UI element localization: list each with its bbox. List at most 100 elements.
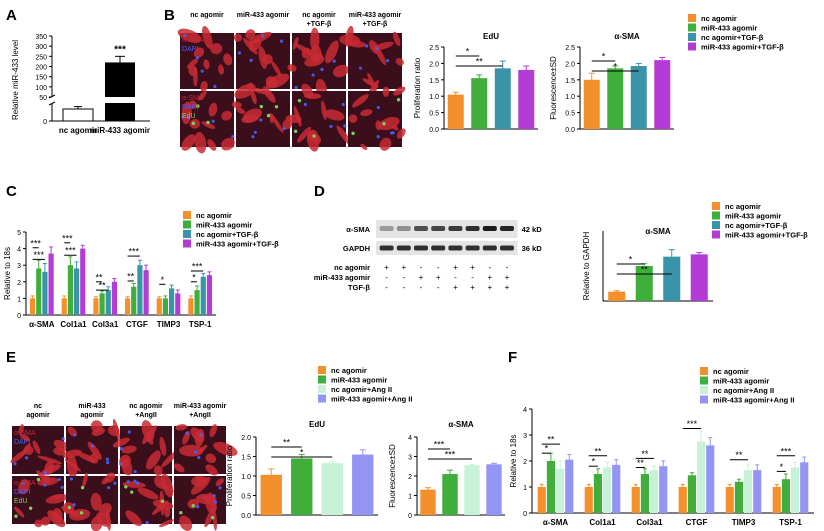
nucleus-dot — [72, 503, 76, 507]
condition-sign: - — [488, 263, 491, 272]
cell-shape — [271, 61, 282, 77]
y-axis-label: Relative to 18s — [3, 247, 12, 300]
cell-shape — [336, 125, 352, 146]
nucleus-dot — [90, 444, 95, 448]
cell-shape — [215, 478, 224, 487]
cell-shape — [360, 143, 368, 151]
y-tick-label: 0 — [523, 511, 527, 518]
condition-sign: + — [487, 273, 492, 282]
bar — [608, 291, 626, 301]
nucleus-dot — [358, 66, 363, 70]
y-tick-label: 1.0 — [241, 474, 251, 481]
column-header-line: miR-433 agomir — [174, 403, 227, 410]
panel-b-edu-chart: 0.0 0.5 1.0 1.5 2.0 2.5 Proliferation ratio EdU… — [413, 32, 538, 134]
cell-shape — [76, 451, 98, 464]
condition-sign: + — [436, 273, 441, 282]
condition-sign: + — [419, 273, 424, 282]
chart-title: α-SMA — [614, 32, 640, 41]
edu-dot — [191, 121, 196, 126]
cell-shape — [121, 445, 137, 454]
condition-sign: - — [420, 283, 423, 292]
nucleus-dot — [183, 34, 187, 38]
bar — [753, 470, 762, 513]
legend-swatch — [183, 239, 191, 248]
significance-label: * — [613, 62, 617, 72]
y-tick-label: 0.0 — [429, 127, 439, 134]
bar — [800, 462, 809, 513]
condition-sign: - — [454, 273, 457, 282]
nucleus-dot — [197, 455, 201, 460]
nucleus-dot — [43, 483, 47, 487]
cell-shape — [159, 482, 174, 493]
cell-shape — [42, 475, 51, 484]
x-category-label: Col1a1 — [589, 518, 616, 527]
legend-label: miR-433 agomir — [725, 212, 781, 221]
cell-shape — [262, 54, 273, 65]
cell-shape — [179, 444, 204, 457]
blot-band — [414, 226, 428, 231]
x-category-label: TSP-1 — [779, 518, 802, 527]
cell-shape — [101, 477, 109, 485]
column-header-line: nc — [34, 403, 42, 410]
bar — [612, 464, 621, 513]
legend-label: miR-433 agomir — [701, 24, 757, 33]
edu-dot — [312, 134, 316, 138]
condition-label: miR-433 agomir — [314, 273, 370, 282]
legend-swatch — [700, 395, 708, 404]
y-tick-label: 1 — [17, 296, 21, 303]
bar — [603, 467, 612, 513]
column-header-line: nc agomir — [129, 403, 163, 410]
legend-swatch — [688, 23, 696, 32]
bar — [200, 276, 206, 315]
y-tick-label: 0.5 — [429, 111, 439, 118]
panel-e-asma-chart: 0 1 2 3 4 Fluorescence±SD α-SMA ****** — [388, 420, 505, 520]
bar — [635, 266, 653, 301]
nucleus-dot — [133, 470, 137, 474]
cell-shape — [53, 447, 66, 456]
nucleus-dot — [126, 480, 130, 484]
legend-label: nc agomir+Ang II — [331, 385, 392, 394]
channel-label: α-SMA — [182, 95, 204, 102]
cell-shape — [182, 430, 191, 445]
bar — [464, 465, 480, 515]
bar — [447, 94, 464, 129]
edu-dot — [191, 504, 195, 508]
nucleus-dot — [69, 477, 74, 481]
nucleus-dot — [251, 135, 255, 139]
legend-swatch — [318, 366, 326, 374]
panel-e-letter: E — [6, 349, 16, 366]
edu-dot — [79, 511, 84, 515]
edu-dot — [297, 98, 302, 103]
x-category-label: nc agomir — [59, 126, 97, 135]
cell-shape — [187, 58, 199, 69]
cell-shape — [198, 90, 207, 101]
blot-band — [482, 226, 497, 231]
cell-shape — [378, 116, 400, 131]
bar — [631, 487, 640, 513]
edu-dot — [293, 129, 298, 134]
edu-dot — [36, 477, 41, 482]
cell-shape — [159, 436, 167, 456]
significance-label: ** — [641, 265, 649, 275]
column-header-line: nc agomir — [190, 12, 224, 19]
column-header: nc agomir +TGF-β — [302, 12, 336, 28]
cell-shape — [173, 463, 185, 473]
cell-shape — [203, 59, 210, 70]
cell-shape — [221, 137, 235, 151]
cell-shape — [105, 508, 111, 531]
significance-label: ** — [735, 450, 743, 460]
y-tick-label: 1.0 — [565, 94, 575, 101]
significance-label: ** — [99, 281, 107, 291]
blot-band — [379, 226, 394, 231]
legend-swatch — [183, 220, 191, 229]
nucleus-dot — [119, 462, 123, 466]
legend-swatch — [712, 221, 720, 229]
cell-shape — [304, 55, 325, 67]
condition-sign: - — [437, 283, 440, 292]
significance-label: ** — [594, 446, 602, 456]
y-tick-label: 3 — [523, 433, 527, 440]
condition-sign: + — [384, 263, 389, 272]
y-tick-label: 1 — [523, 485, 527, 492]
